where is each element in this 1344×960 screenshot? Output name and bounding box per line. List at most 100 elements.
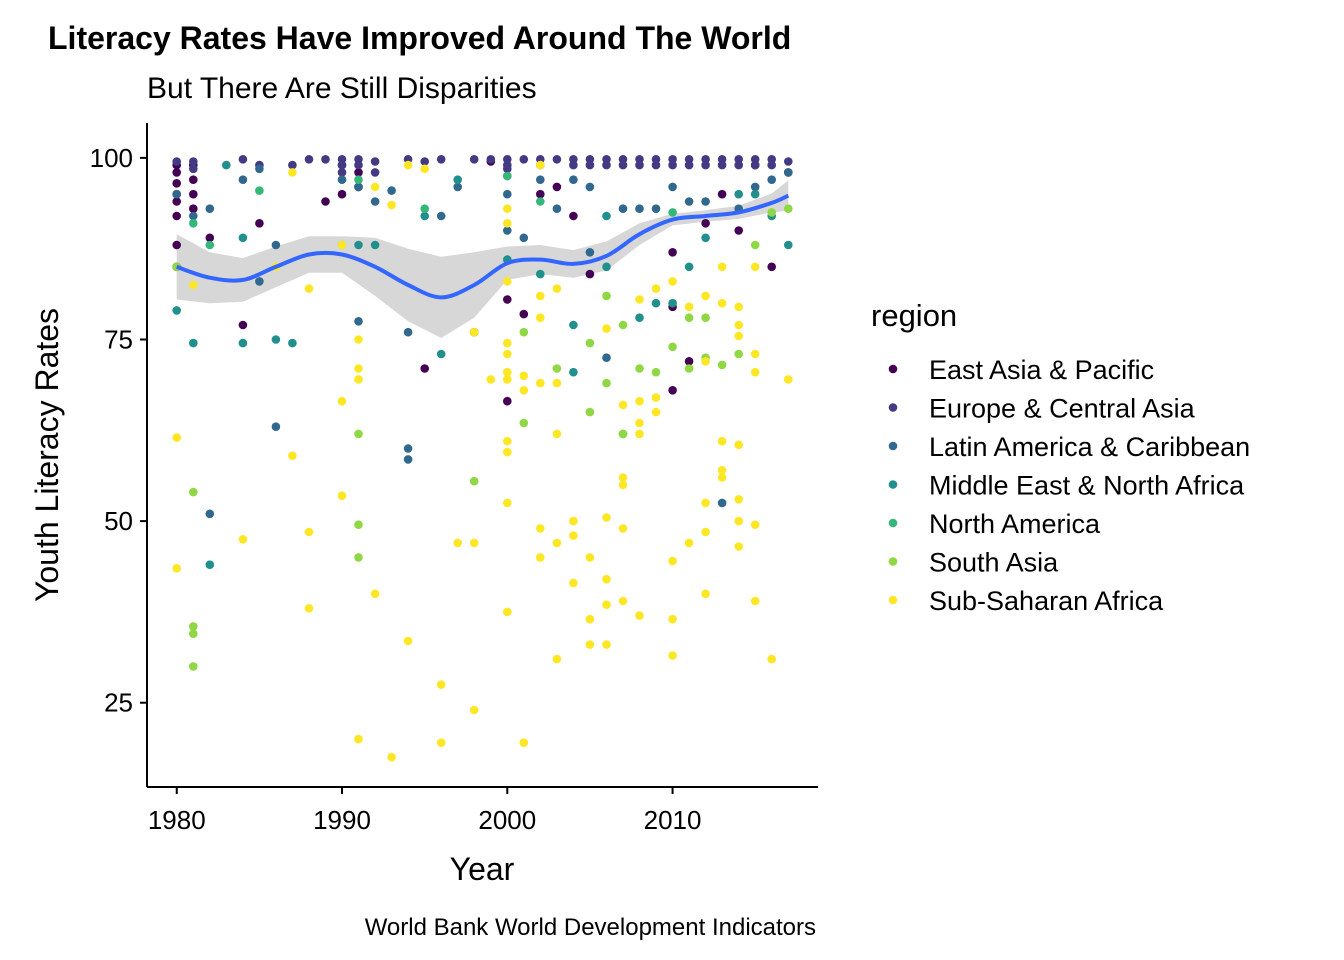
- x-tick-label: 2010: [644, 805, 702, 835]
- data-point: [635, 295, 644, 304]
- x-tick-label: 2000: [478, 805, 536, 835]
- data-point: [354, 375, 363, 384]
- data-point: [503, 396, 512, 406]
- data-point: [370, 157, 380, 166]
- data-point: [717, 473, 727, 482]
- legend-key: [888, 595, 898, 605]
- data-point: [750, 189, 760, 199]
- data-point: [717, 466, 727, 475]
- x-axis-label: Year: [450, 851, 515, 887]
- data-point: [602, 262, 611, 272]
- data-point: [238, 338, 248, 348]
- data-point: [734, 160, 743, 170]
- data-point: [189, 164, 198, 174]
- data-point: [370, 197, 380, 206]
- data-point: [255, 219, 264, 228]
- plot-area: [172, 155, 793, 762]
- data-point: [238, 320, 248, 330]
- data-point: [469, 705, 479, 715]
- data-point: [784, 204, 793, 213]
- data-point: [288, 168, 297, 177]
- data-point: [651, 407, 661, 417]
- data-point: [602, 574, 611, 584]
- data-point: [767, 654, 776, 664]
- data-point: [354, 335, 363, 344]
- data-point: [403, 636, 413, 646]
- data-point: [585, 640, 595, 649]
- data-point: [750, 367, 760, 377]
- data-point: [503, 498, 512, 508]
- data-point: [519, 327, 529, 337]
- data-point: [486, 375, 496, 384]
- data-point: [337, 168, 347, 177]
- data-point: [255, 277, 264, 286]
- data-point: [750, 240, 760, 250]
- data-point: [354, 182, 363, 192]
- data-point: [585, 160, 595, 170]
- data-point: [585, 338, 595, 348]
- data-point: [503, 367, 512, 377]
- data-point: [354, 553, 363, 562]
- series-6: [172, 160, 793, 762]
- y-axis-label: Youth Literacy Rates: [29, 308, 65, 602]
- data-point: [552, 538, 562, 548]
- data-point: [602, 600, 611, 609]
- data-point: [569, 367, 578, 377]
- data-point: [403, 455, 413, 464]
- data-point: [304, 527, 314, 537]
- data-point: [503, 219, 512, 228]
- data-point: [602, 378, 611, 388]
- y-tick-label: 75: [104, 324, 133, 354]
- data-point: [189, 157, 198, 166]
- data-point: [172, 168, 181, 177]
- data-point: [684, 364, 694, 373]
- y-ticks: 25 50 75 100: [90, 143, 147, 718]
- data-point: [602, 160, 611, 170]
- data-point: [519, 371, 529, 381]
- data-point: [436, 155, 446, 164]
- data-point: [387, 752, 396, 762]
- data-point: [585, 269, 595, 279]
- legend-label: Latin America & Caribbean: [929, 432, 1250, 462]
- data-point: [519, 738, 529, 747]
- data-point: [536, 313, 545, 323]
- data-point: [436, 738, 446, 747]
- data-point: [536, 553, 545, 562]
- data-point: [734, 320, 743, 330]
- data-point: [684, 357, 694, 366]
- data-point: [618, 524, 628, 533]
- data-point: [354, 429, 363, 439]
- data-point: [734, 302, 743, 312]
- data-point: [552, 204, 562, 213]
- data-point: [503, 164, 512, 174]
- data-point: [635, 611, 644, 620]
- data-point: [189, 662, 198, 671]
- data-point: [519, 309, 529, 319]
- data-point: [420, 164, 430, 174]
- data-point: [668, 651, 677, 660]
- data-point: [684, 197, 694, 206]
- data-point: [635, 429, 644, 439]
- data-point: [189, 280, 198, 290]
- data-point: [503, 436, 512, 446]
- data-point: [354, 734, 363, 744]
- data-point: [189, 219, 198, 228]
- data-point: [205, 509, 215, 519]
- data-point: [701, 219, 710, 228]
- data-point: [403, 327, 413, 337]
- data-point: [172, 564, 181, 573]
- data-point: [486, 155, 496, 164]
- data-point: [172, 179, 181, 188]
- data-point: [503, 189, 512, 199]
- data-point: [536, 189, 545, 199]
- data-point: [172, 197, 181, 206]
- data-point: [552, 654, 562, 664]
- data-point: [453, 175, 463, 184]
- chart-caption: World Bank World Development Indicators: [365, 914, 816, 941]
- data-point: [337, 240, 347, 250]
- data-point: [552, 284, 562, 293]
- legend: region East Asia & Pacific Europe & Centr…: [871, 298, 1250, 616]
- data-point: [767, 208, 776, 217]
- data-point: [238, 233, 248, 243]
- legend-label: Europe & Central Asia: [929, 394, 1196, 424]
